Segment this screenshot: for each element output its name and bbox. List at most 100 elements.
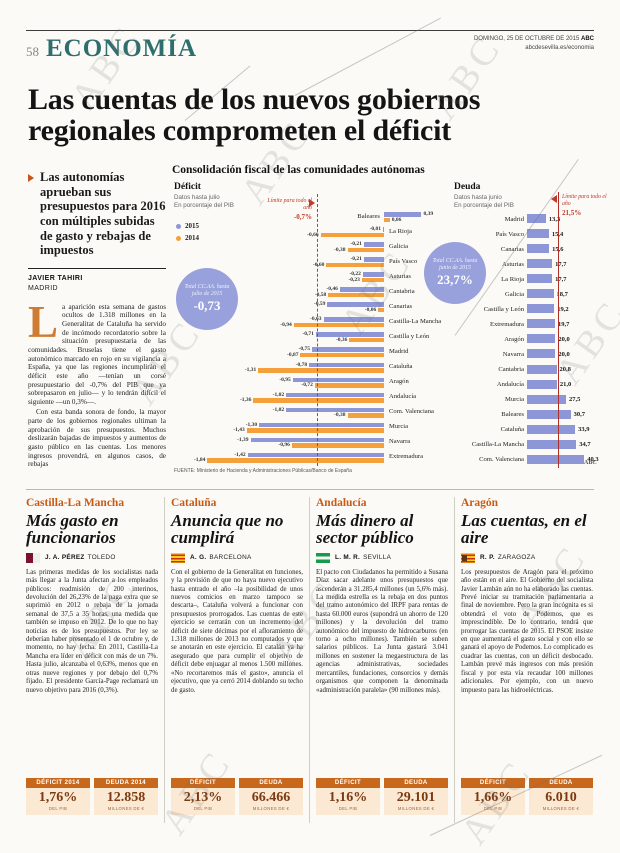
section-title: ECONOMÍA	[46, 35, 198, 62]
article-body: El pacto con Ciudadanos ha permitido a S…	[316, 568, 448, 694]
article-kicker: Castilla-La Mancha	[26, 497, 125, 509]
article-stats: DÉFICIT 1,66% DEL PIB DEUDA 6.010 MILLONES DE…	[461, 777, 593, 815]
deuda-row: Cataluña 33,9	[454, 424, 616, 436]
bar-2015	[315, 332, 384, 337]
dropcap: L	[28, 296, 59, 347]
page-number: 58	[26, 44, 39, 59]
bar-deuda	[527, 394, 567, 404]
dateline: DOMINGO, 25 DE OCTUBRE DE 2015 ABC abcde…	[474, 35, 594, 53]
bullet-arrow-icon	[28, 174, 34, 182]
bar-deuda	[527, 349, 556, 359]
deficit-row: -0,22 -0,23 Asturias	[174, 271, 446, 283]
bar-deuda	[527, 424, 576, 434]
article-title: Anuncia que no cumplirá	[171, 511, 284, 548]
bar-value: -0,95	[279, 376, 291, 383]
bar-2015	[339, 287, 384, 292]
deuda-row: Galicia 18,7	[454, 289, 616, 300]
bar-value: -0,71	[302, 331, 314, 338]
article-author: J. A. PÉREZ	[45, 554, 85, 562]
total-value: -0,73	[193, 298, 221, 314]
legend-dot-icon	[176, 235, 181, 241]
region-label: Baleares	[357, 212, 380, 220]
bar-2015	[312, 347, 384, 352]
region-label: Baleares	[501, 411, 524, 419]
lead-paragraph-2: Con esta banda sonora de fondo, la mayor…	[28, 408, 166, 469]
column-divider	[309, 497, 310, 823]
stat-value: 1,66%	[473, 789, 513, 805]
bar-value: -1,84	[193, 457, 206, 464]
bar-value: -0,78	[295, 361, 308, 368]
bar-value: -0,75	[298, 346, 310, 353]
bar-value: -0,38	[334, 412, 346, 419]
bar-2015	[384, 212, 422, 217]
bar-value: -1,39	[237, 436, 249, 443]
region-label: Castilla-La Mancha	[389, 317, 442, 325]
article: Aragón Las cuentas, en el aire R. P. ZAR…	[461, 497, 593, 823]
bar-2015	[362, 272, 384, 277]
bar-value: -0,06	[364, 306, 377, 313]
article-body: Los presupuestos de Aragón para el próxi…	[461, 568, 593, 694]
limit-arrow-icon	[309, 199, 315, 207]
bar-value: -0,46	[326, 286, 338, 293]
deuda-limit-annotation: Límite para todo el año 21,5%	[562, 194, 612, 217]
deficit-row: -0,71 -0,36 Castilla y León	[174, 331, 446, 343]
stat-label: DÉFICIT	[316, 777, 380, 788]
bar-2015	[286, 407, 384, 413]
site-url: abcdesevilla.es/economia	[525, 45, 594, 51]
bar-value: -1,42	[234, 451, 246, 458]
column-divider	[454, 497, 455, 823]
bar-2014	[347, 247, 384, 253]
bar-value: -1,31	[244, 367, 257, 373]
bar-value: -0,96	[278, 442, 290, 449]
article-byline: L. M. R. SEVILLA	[316, 552, 448, 563]
summary-text: Las autonomías aprueban sus presupuestos…	[40, 170, 166, 258]
region-label: Madrid	[504, 215, 524, 223]
region-label: Andalucía	[389, 393, 417, 401]
deficit-limit-annotation: Límite para todo el año -0,7%	[260, 198, 312, 221]
bar-value: 40,3	[587, 456, 599, 464]
stat-caption: MILLONES DE €	[542, 806, 580, 811]
article-city: BARCELONA	[209, 554, 252, 562]
bar-value: -0,72	[301, 382, 313, 389]
region-label: Canarias	[389, 302, 413, 310]
bar-deuda	[527, 454, 585, 464]
bar-value: -0,36	[335, 336, 348, 343]
bar-deuda	[527, 304, 555, 314]
bar-2014	[347, 413, 384, 418]
legend-label: 2015	[185, 222, 199, 230]
bar-2015	[292, 377, 384, 383]
region-flag-icon	[171, 552, 185, 563]
limit-value: -0,7%	[293, 212, 312, 221]
stat-label: DEUDA	[529, 777, 593, 788]
region-label: Galicia	[504, 290, 524, 298]
deuda-row: Aragón 20,0	[454, 334, 616, 345]
article-body: Con el gobierno de la Generalitat en fun…	[171, 568, 303, 694]
bar-value: -0,21	[350, 241, 362, 248]
deficit-row: -0,78 -1,31 Cataluña	[174, 361, 446, 374]
stat-value: 2,13%	[183, 789, 223, 805]
bar-value: 13,3	[548, 215, 561, 223]
bar-2014	[314, 383, 384, 388]
region-label: Castilla y León	[483, 305, 524, 313]
deuda-row: Madrid 13,3	[454, 214, 616, 225]
deficit-row: -0,59 -0,06 Canarias	[174, 301, 446, 313]
byline-rule	[28, 267, 166, 269]
limit-arrow-icon	[551, 195, 557, 203]
limit-label: Límite para todo el año	[267, 198, 312, 211]
bar-2014	[300, 352, 384, 358]
region-label: País Vasco	[389, 257, 418, 265]
deficit-chart-subtitle: Datos hasta julio En porcentaje del PIB	[174, 194, 234, 210]
bar-2015	[323, 317, 384, 322]
bar-value: -1,02	[272, 391, 285, 398]
bar-value: -0,21	[350, 256, 362, 263]
stat-body: 66.466 MILLONES DE €	[239, 787, 303, 815]
article-kicker: Cataluña	[171, 497, 217, 509]
bar-deuda	[527, 379, 557, 389]
legend-item: 2014	[176, 234, 199, 242]
stat-label: DÉFICIT 2014	[26, 777, 90, 788]
stat-label: DÉFICIT	[171, 777, 235, 788]
deficit-row: -0,63 -0,94 Castilla-La Mancha	[174, 316, 446, 328]
fiscal-consolidation-chart: Consolidación fiscal de las comunidades …	[172, 164, 618, 494]
deficit-limit-line	[316, 194, 318, 466]
bar-2014	[349, 337, 384, 343]
